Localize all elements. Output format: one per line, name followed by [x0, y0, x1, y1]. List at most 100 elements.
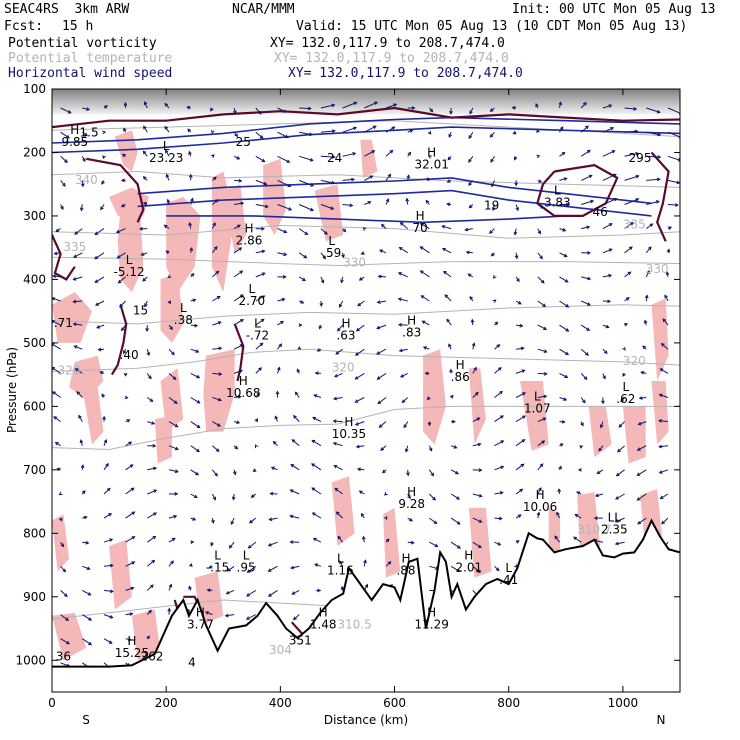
wind-vector	[164, 126, 170, 133]
wind-isotach-3	[137, 189, 652, 217]
wind-vector-head	[72, 277, 77, 281]
y-tick-label: 600	[23, 399, 46, 413]
wind-vector-head	[109, 538, 114, 542]
wind-vector-head	[165, 250, 170, 255]
extremum-mark-31: L	[243, 548, 250, 562]
field-xy-pv: XY= 132.0,117.9 to 208.7,474.0	[270, 36, 505, 51]
wind-vector-head	[84, 132, 88, 137]
wind-vector	[624, 175, 639, 181]
wind-vector-head	[354, 376, 359, 380]
wind-vector-head	[102, 155, 106, 160]
wind-vector	[233, 370, 243, 374]
wind-vector-head	[292, 616, 297, 621]
wind-vector-head	[376, 351, 381, 355]
wind-vector	[342, 102, 357, 109]
wind-vector	[450, 493, 460, 500]
wind-vector	[212, 372, 222, 375]
wind-vector-head	[142, 150, 147, 155]
wind-vector-head	[120, 178, 125, 183]
wind-vector-head	[434, 543, 439, 547]
wind-vector-head	[535, 103, 539, 108]
wind-vector	[559, 177, 567, 181]
wind-vector	[602, 104, 612, 109]
wind-vector-head	[331, 180, 336, 185]
wind-vector-head	[536, 511, 541, 516]
wind-vector-head	[543, 371, 548, 376]
wind-vector-head	[237, 395, 242, 399]
wind-vector-head	[576, 491, 581, 495]
wind-vector-head	[563, 397, 568, 401]
pv-shade-6	[263, 158, 287, 235]
pv-shade-3	[166, 196, 201, 293]
wind-vector-head	[374, 101, 379, 105]
wind-vector-head	[148, 375, 152, 380]
wind-vector-head	[311, 463, 315, 467]
wind-vector-head	[234, 445, 239, 450]
wind-vector-head	[410, 540, 415, 545]
wind-vector-head	[230, 521, 235, 526]
wind-vector-head	[382, 469, 386, 474]
wind-vector	[364, 150, 375, 157]
wind-vector	[494, 391, 503, 398]
wind-vector-head	[660, 343, 665, 347]
wind-vector-head	[196, 374, 201, 379]
wind-vector-head	[537, 230, 541, 235]
wind-vector-head	[100, 206, 104, 211]
wind-vector-head	[79, 207, 84, 212]
wind-vector-head	[174, 469, 179, 474]
wind-vector-head	[603, 350, 608, 355]
wind-vector	[320, 179, 335, 184]
wind-vector-head	[83, 515, 88, 520]
wind-vector	[277, 131, 289, 138]
wind-vector	[125, 613, 133, 616]
pv-shade-16	[423, 349, 446, 445]
wind-vector-head	[419, 246, 424, 250]
extremum-value-20: .83	[402, 326, 421, 340]
wind-vector-head	[656, 109, 661, 114]
wind-vector-head	[188, 585, 192, 590]
wind-vector-head	[76, 391, 81, 395]
wind-vector-head	[238, 247, 243, 251]
wind-vector-head	[94, 302, 99, 306]
wind-vector-head	[383, 492, 388, 496]
wind-vector-head	[637, 421, 642, 426]
wind-vector-head	[167, 607, 172, 612]
wind-vector-head	[289, 514, 294, 519]
wind-vector	[246, 589, 257, 597]
wind-vector	[226, 589, 235, 595]
wind-vector-head	[282, 275, 287, 279]
wind-vector	[168, 397, 178, 404]
wind-vector	[320, 228, 328, 235]
wind-vector	[277, 298, 285, 302]
wind-vector-head	[166, 198, 171, 203]
wind-vector-head	[259, 342, 264, 347]
extremum-value-4: 24	[327, 151, 342, 165]
wind-vector	[190, 421, 200, 429]
theta-line-6	[52, 405, 680, 451]
wind-vector	[269, 517, 278, 521]
wind-vector-head	[172, 376, 177, 381]
wind-vector-head	[522, 392, 527, 396]
wind-vector-head	[377, 400, 382, 405]
wind-vector-head	[602, 375, 606, 380]
wind-vector	[121, 324, 126, 331]
wind-vector-head	[208, 565, 213, 569]
wind-vector-head	[457, 545, 461, 549]
wind-vector-head	[356, 467, 361, 472]
wind-vector-head	[495, 567, 500, 572]
wind-vector-head	[515, 540, 520, 544]
wind-vector-head	[283, 109, 288, 113]
extremum-value-34: 2.01	[455, 560, 482, 574]
wind-vector	[212, 347, 222, 350]
wind-vector	[377, 372, 387, 380]
wind-vector	[472, 392, 479, 398]
wind-vector	[602, 248, 612, 254]
plot-frame	[51, 88, 681, 693]
wind-vector-head	[587, 149, 591, 154]
wind-vector	[420, 246, 430, 254]
wind-vector-head	[204, 611, 209, 615]
wind-vector-head	[340, 279, 344, 284]
wind-vector-head	[564, 279, 569, 283]
wind-vector-head	[294, 391, 299, 396]
wind-vector	[385, 561, 392, 567]
